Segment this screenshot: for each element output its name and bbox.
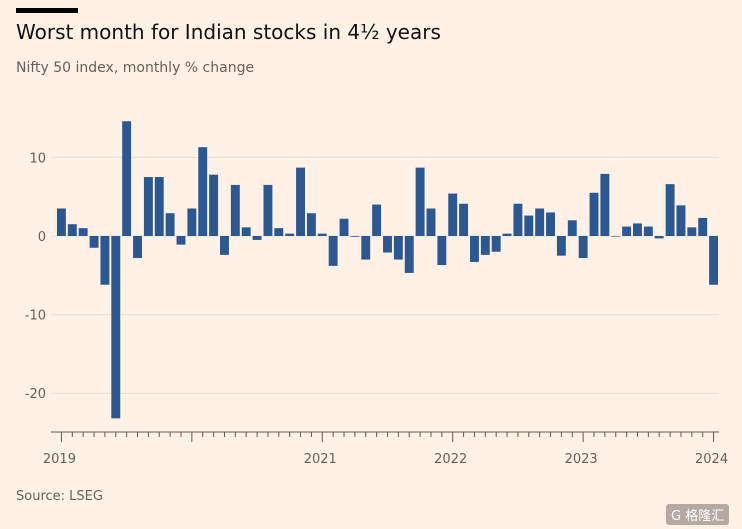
- bar: [133, 236, 142, 259]
- bar: [372, 204, 382, 236]
- chart-title: Worst month for Indian stocks in 4½ year…: [16, 20, 441, 44]
- bar: [56, 208, 66, 236]
- bar: [709, 236, 719, 285]
- bar: [89, 236, 99, 248]
- bar: [524, 215, 534, 236]
- bar: [578, 236, 588, 259]
- bar: [665, 184, 675, 236]
- bar: [469, 236, 479, 262]
- bar: [306, 213, 316, 236]
- bars: [56, 121, 719, 419]
- bar: [415, 167, 425, 236]
- bar: [296, 167, 306, 236]
- bar: [67, 224, 77, 236]
- bar: [567, 220, 577, 236]
- bar: [176, 236, 186, 245]
- chart-subtitle: Nifty 50 index, monthly % change: [16, 60, 255, 76]
- bar: [317, 233, 327, 236]
- bar: [274, 228, 284, 236]
- bar: [209, 174, 219, 236]
- bar: [78, 228, 88, 236]
- x-tick-label: 2024: [695, 452, 728, 467]
- bar: [361, 236, 371, 260]
- x-axis: 2019 2021 2022 2023 2024: [43, 431, 728, 467]
- bar: [154, 177, 164, 236]
- x-tick-label: 2022: [434, 452, 467, 467]
- bar: [111, 236, 121, 419]
- x-tick-label: 2023: [565, 452, 598, 467]
- x-tick-label: 2021: [304, 452, 337, 467]
- bar: [513, 203, 523, 236]
- bar: [480, 236, 490, 255]
- bar: [633, 223, 642, 236]
- bar: [535, 208, 545, 236]
- bar: [263, 184, 273, 236]
- y-tick-label: -10: [25, 309, 46, 324]
- bar: [241, 227, 251, 236]
- bar: [600, 173, 610, 236]
- bar: [339, 218, 349, 236]
- bar: [687, 227, 697, 236]
- bar-chart: 2019 2021 2022 2023 2024 10 0 -10 -20: [25, 121, 728, 467]
- bar: [100, 236, 110, 285]
- source-note: Source: LSEG: [16, 489, 103, 504]
- bar: [556, 236, 566, 256]
- bar: [122, 121, 132, 236]
- y-tick-label: -20: [25, 387, 46, 402]
- bar: [285, 233, 295, 236]
- bar: [611, 236, 621, 237]
- bar: [187, 208, 197, 236]
- bar: [448, 193, 458, 236]
- bar: [426, 208, 436, 236]
- y-tick-label: 0: [38, 230, 46, 245]
- brand-bar: [16, 8, 78, 13]
- y-axis-labels: 10 0 -10 -20: [25, 151, 46, 402]
- bar: [643, 226, 653, 236]
- bar: [350, 236, 360, 237]
- watermark: G 格隆汇: [666, 504, 730, 525]
- bar: [491, 236, 501, 252]
- y-tick-label: 10: [29, 151, 46, 166]
- bar: [383, 236, 392, 253]
- bar: [502, 233, 512, 236]
- bar: [198, 147, 208, 236]
- bar: [676, 205, 686, 236]
- bar: [328, 236, 338, 266]
- bar: [220, 236, 229, 255]
- bar: [230, 184, 240, 236]
- bar: [459, 203, 469, 236]
- bar: [589, 192, 599, 236]
- bar: [437, 236, 447, 266]
- bar: [252, 236, 262, 240]
- bar: [698, 217, 708, 236]
- bar: [143, 177, 153, 236]
- x-tick-label: 2019: [43, 452, 76, 467]
- bar: [404, 236, 414, 273]
- bar: [393, 236, 403, 260]
- bar: [165, 213, 175, 236]
- bar: [546, 212, 555, 236]
- bar: [622, 226, 632, 236]
- bar: [654, 236, 664, 239]
